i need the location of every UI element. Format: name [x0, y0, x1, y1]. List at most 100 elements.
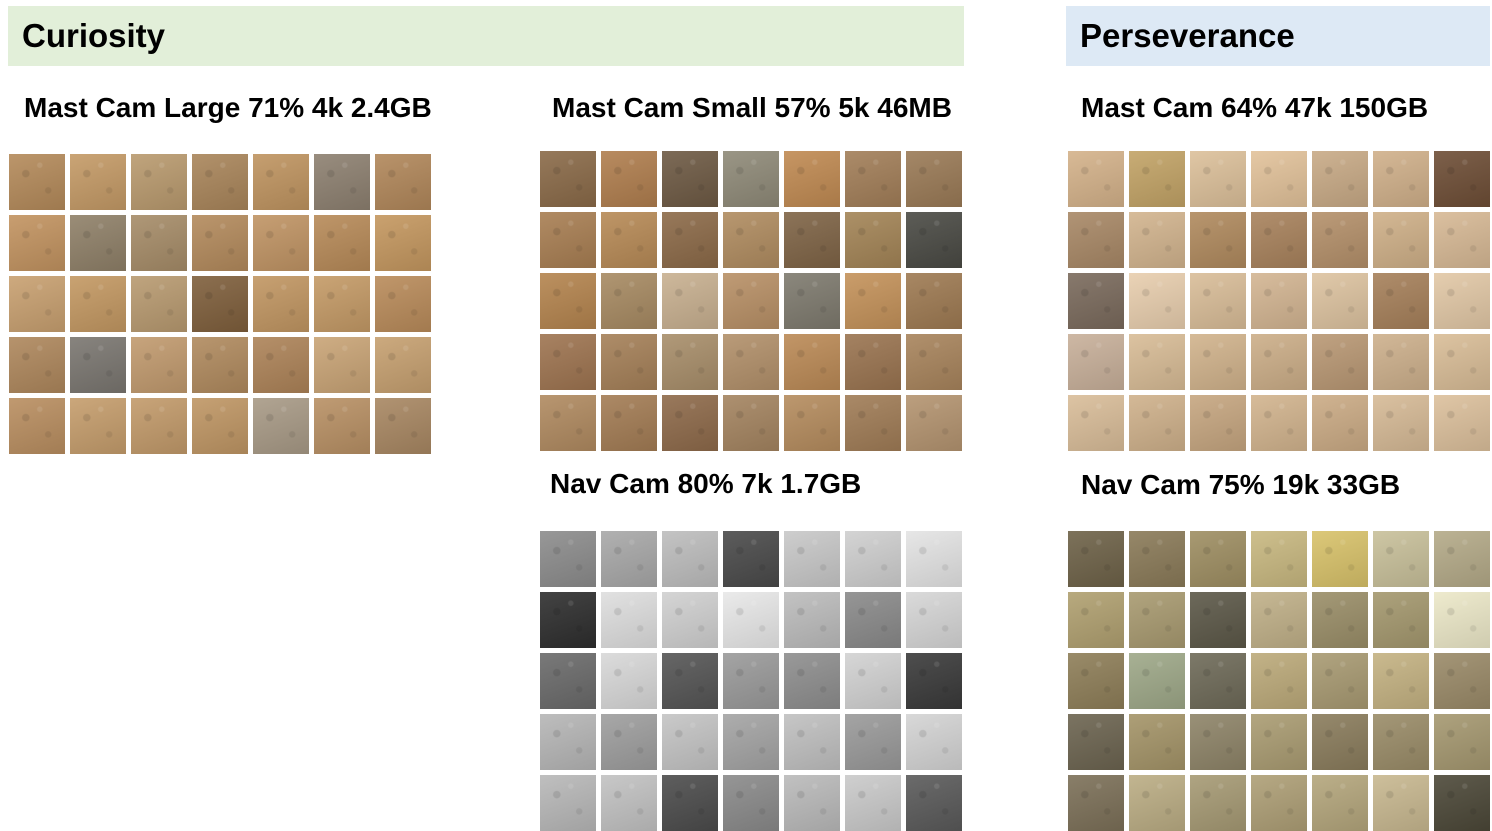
curiosity-mast-small-label: Mast Cam Small 57% 5k 46MB: [552, 92, 952, 123]
image-tile: [1251, 151, 1307, 207]
image-tile: [1312, 151, 1368, 207]
image-tile: [375, 154, 431, 210]
curiosity-mast-large-label: Mast Cam Large 71% 4k 2.4GB: [24, 92, 432, 123]
image-tile: [723, 775, 779, 831]
image-tile: [1251, 531, 1307, 587]
image-tile: [70, 398, 126, 454]
image-tile: [1190, 151, 1246, 207]
image-tile: [784, 775, 840, 831]
curiosity-banner: Curiosity: [8, 6, 964, 66]
image-tile: [314, 215, 370, 271]
image-tile: [131, 215, 187, 271]
image-tile: [1190, 273, 1246, 329]
image-tile: [906, 775, 962, 831]
image-tile: [723, 531, 779, 587]
image-tile: [1373, 592, 1429, 648]
image-tile: [1373, 395, 1429, 451]
image-tile: [1434, 334, 1490, 390]
image-tile: [1129, 775, 1185, 831]
image-tile: [601, 592, 657, 648]
image-tile: [1251, 395, 1307, 451]
image-tile: [601, 395, 657, 451]
image-tile: [906, 395, 962, 451]
perseverance-mast-grid: [1068, 151, 1490, 451]
image-tile: [540, 151, 596, 207]
image-tile: [723, 151, 779, 207]
image-tile: [1129, 273, 1185, 329]
image-tile: [1251, 334, 1307, 390]
image-tile: [906, 531, 962, 587]
image-tile: [601, 334, 657, 390]
image-tile: [1129, 592, 1185, 648]
image-tile: [1373, 334, 1429, 390]
image-tile: [540, 653, 596, 709]
image-tile: [723, 212, 779, 268]
image-tile: [845, 212, 901, 268]
image-tile: [1434, 653, 1490, 709]
image-tile: [1312, 212, 1368, 268]
image-tile: [723, 714, 779, 770]
image-tile: [906, 151, 962, 207]
image-tile: [1068, 592, 1124, 648]
image-tile: [784, 531, 840, 587]
image-tile: [1190, 531, 1246, 587]
image-tile: [1434, 714, 1490, 770]
image-tile: [906, 273, 962, 329]
image-tile: [131, 398, 187, 454]
perseverance-nav-grid: [1068, 531, 1490, 831]
image-tile: [192, 154, 248, 210]
image-tile: [906, 212, 962, 268]
image-tile: [662, 212, 718, 268]
image-tile: [1068, 653, 1124, 709]
image-tile: [1068, 212, 1124, 268]
image-tile: [906, 592, 962, 648]
image-tile: [70, 276, 126, 332]
image-tile: [784, 273, 840, 329]
image-tile: [1434, 531, 1490, 587]
image-tile: [540, 531, 596, 587]
image-tile: [784, 334, 840, 390]
image-tile: [1129, 714, 1185, 770]
image-tile: [784, 395, 840, 451]
image-tile: [1068, 334, 1124, 390]
image-tile: [253, 398, 309, 454]
image-tile: [723, 273, 779, 329]
image-tile: [845, 151, 901, 207]
image-tile: [9, 154, 65, 210]
image-tile: [540, 592, 596, 648]
image-tile: [192, 276, 248, 332]
image-tile: [845, 653, 901, 709]
image-tile: [601, 714, 657, 770]
image-tile: [1373, 151, 1429, 207]
perseverance-mast-label: Mast Cam 64% 47k 150GB: [1081, 92, 1429, 123]
image-tile: [845, 531, 901, 587]
image-tile: [9, 398, 65, 454]
image-tile: [906, 714, 962, 770]
image-tile: [662, 775, 718, 831]
image-tile: [1373, 714, 1429, 770]
image-tile: [1068, 395, 1124, 451]
curiosity-nav-grid: [540, 531, 962, 831]
image-tile: [1190, 334, 1246, 390]
image-tile: [375, 276, 431, 332]
image-tile: [845, 273, 901, 329]
image-tile: [662, 273, 718, 329]
image-tile: [540, 334, 596, 390]
image-tile: [1190, 592, 1246, 648]
image-tile: [1312, 531, 1368, 587]
image-tile: [192, 337, 248, 393]
image-tile: [1068, 531, 1124, 587]
image-tile: [845, 395, 901, 451]
image-tile: [1312, 653, 1368, 709]
image-tile: [1190, 775, 1246, 831]
image-tile: [845, 714, 901, 770]
image-tile: [375, 337, 431, 393]
image-tile: [9, 337, 65, 393]
image-tile: [1251, 714, 1307, 770]
image-tile: [192, 215, 248, 271]
image-tile: [1373, 653, 1429, 709]
image-tile: [845, 592, 901, 648]
image-tile: [1129, 212, 1185, 268]
image-tile: [540, 714, 596, 770]
curiosity-title: Curiosity: [22, 17, 166, 54]
